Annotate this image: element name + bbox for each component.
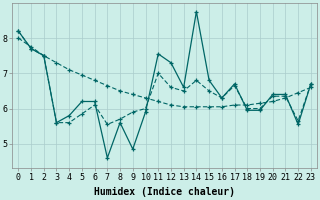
X-axis label: Humidex (Indice chaleur): Humidex (Indice chaleur) [94,187,235,197]
